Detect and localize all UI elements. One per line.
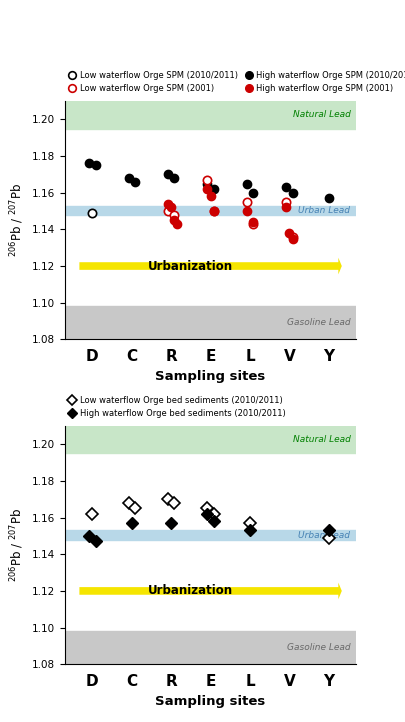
Bar — [65, 101, 356, 129]
Y-axis label: $^{206}$Pb / $^{207}$Pb: $^{206}$Pb / $^{207}$Pb — [9, 183, 26, 257]
Text: Gasoline Lead: Gasoline Lead — [287, 318, 350, 327]
Text: Urbanization: Urbanization — [148, 584, 233, 597]
X-axis label: Sampling sites: Sampling sites — [156, 370, 266, 383]
Legend: Low waterflow Orge bed sediments (2010/2011), High waterflow Orge bed sediments : Low waterflow Orge bed sediments (2010/2… — [65, 392, 289, 421]
Bar — [65, 631, 356, 664]
Bar — [65, 531, 356, 539]
Text: Urban Lead: Urban Lead — [298, 206, 350, 214]
Text: Gasoline Lead: Gasoline Lead — [287, 643, 350, 652]
Bar — [65, 306, 356, 339]
X-axis label: Sampling sites: Sampling sites — [156, 695, 266, 708]
Bar — [65, 426, 356, 453]
Text: Natural Lead: Natural Lead — [293, 110, 350, 119]
Text: Urbanization: Urbanization — [148, 259, 233, 272]
Text: Natural Lead: Natural Lead — [293, 435, 350, 444]
Text: Urban Lead: Urban Lead — [298, 531, 350, 539]
Legend: Low waterflow Orge SPM (2010/2011), Low waterflow Orge SPM (2001), High waterflo: Low waterflow Orge SPM (2010/2011), Low … — [65, 67, 405, 96]
Y-axis label: $^{206}$Pb / $^{207}$Pb: $^{206}$Pb / $^{207}$Pb — [9, 508, 26, 582]
Bar — [65, 206, 356, 214]
